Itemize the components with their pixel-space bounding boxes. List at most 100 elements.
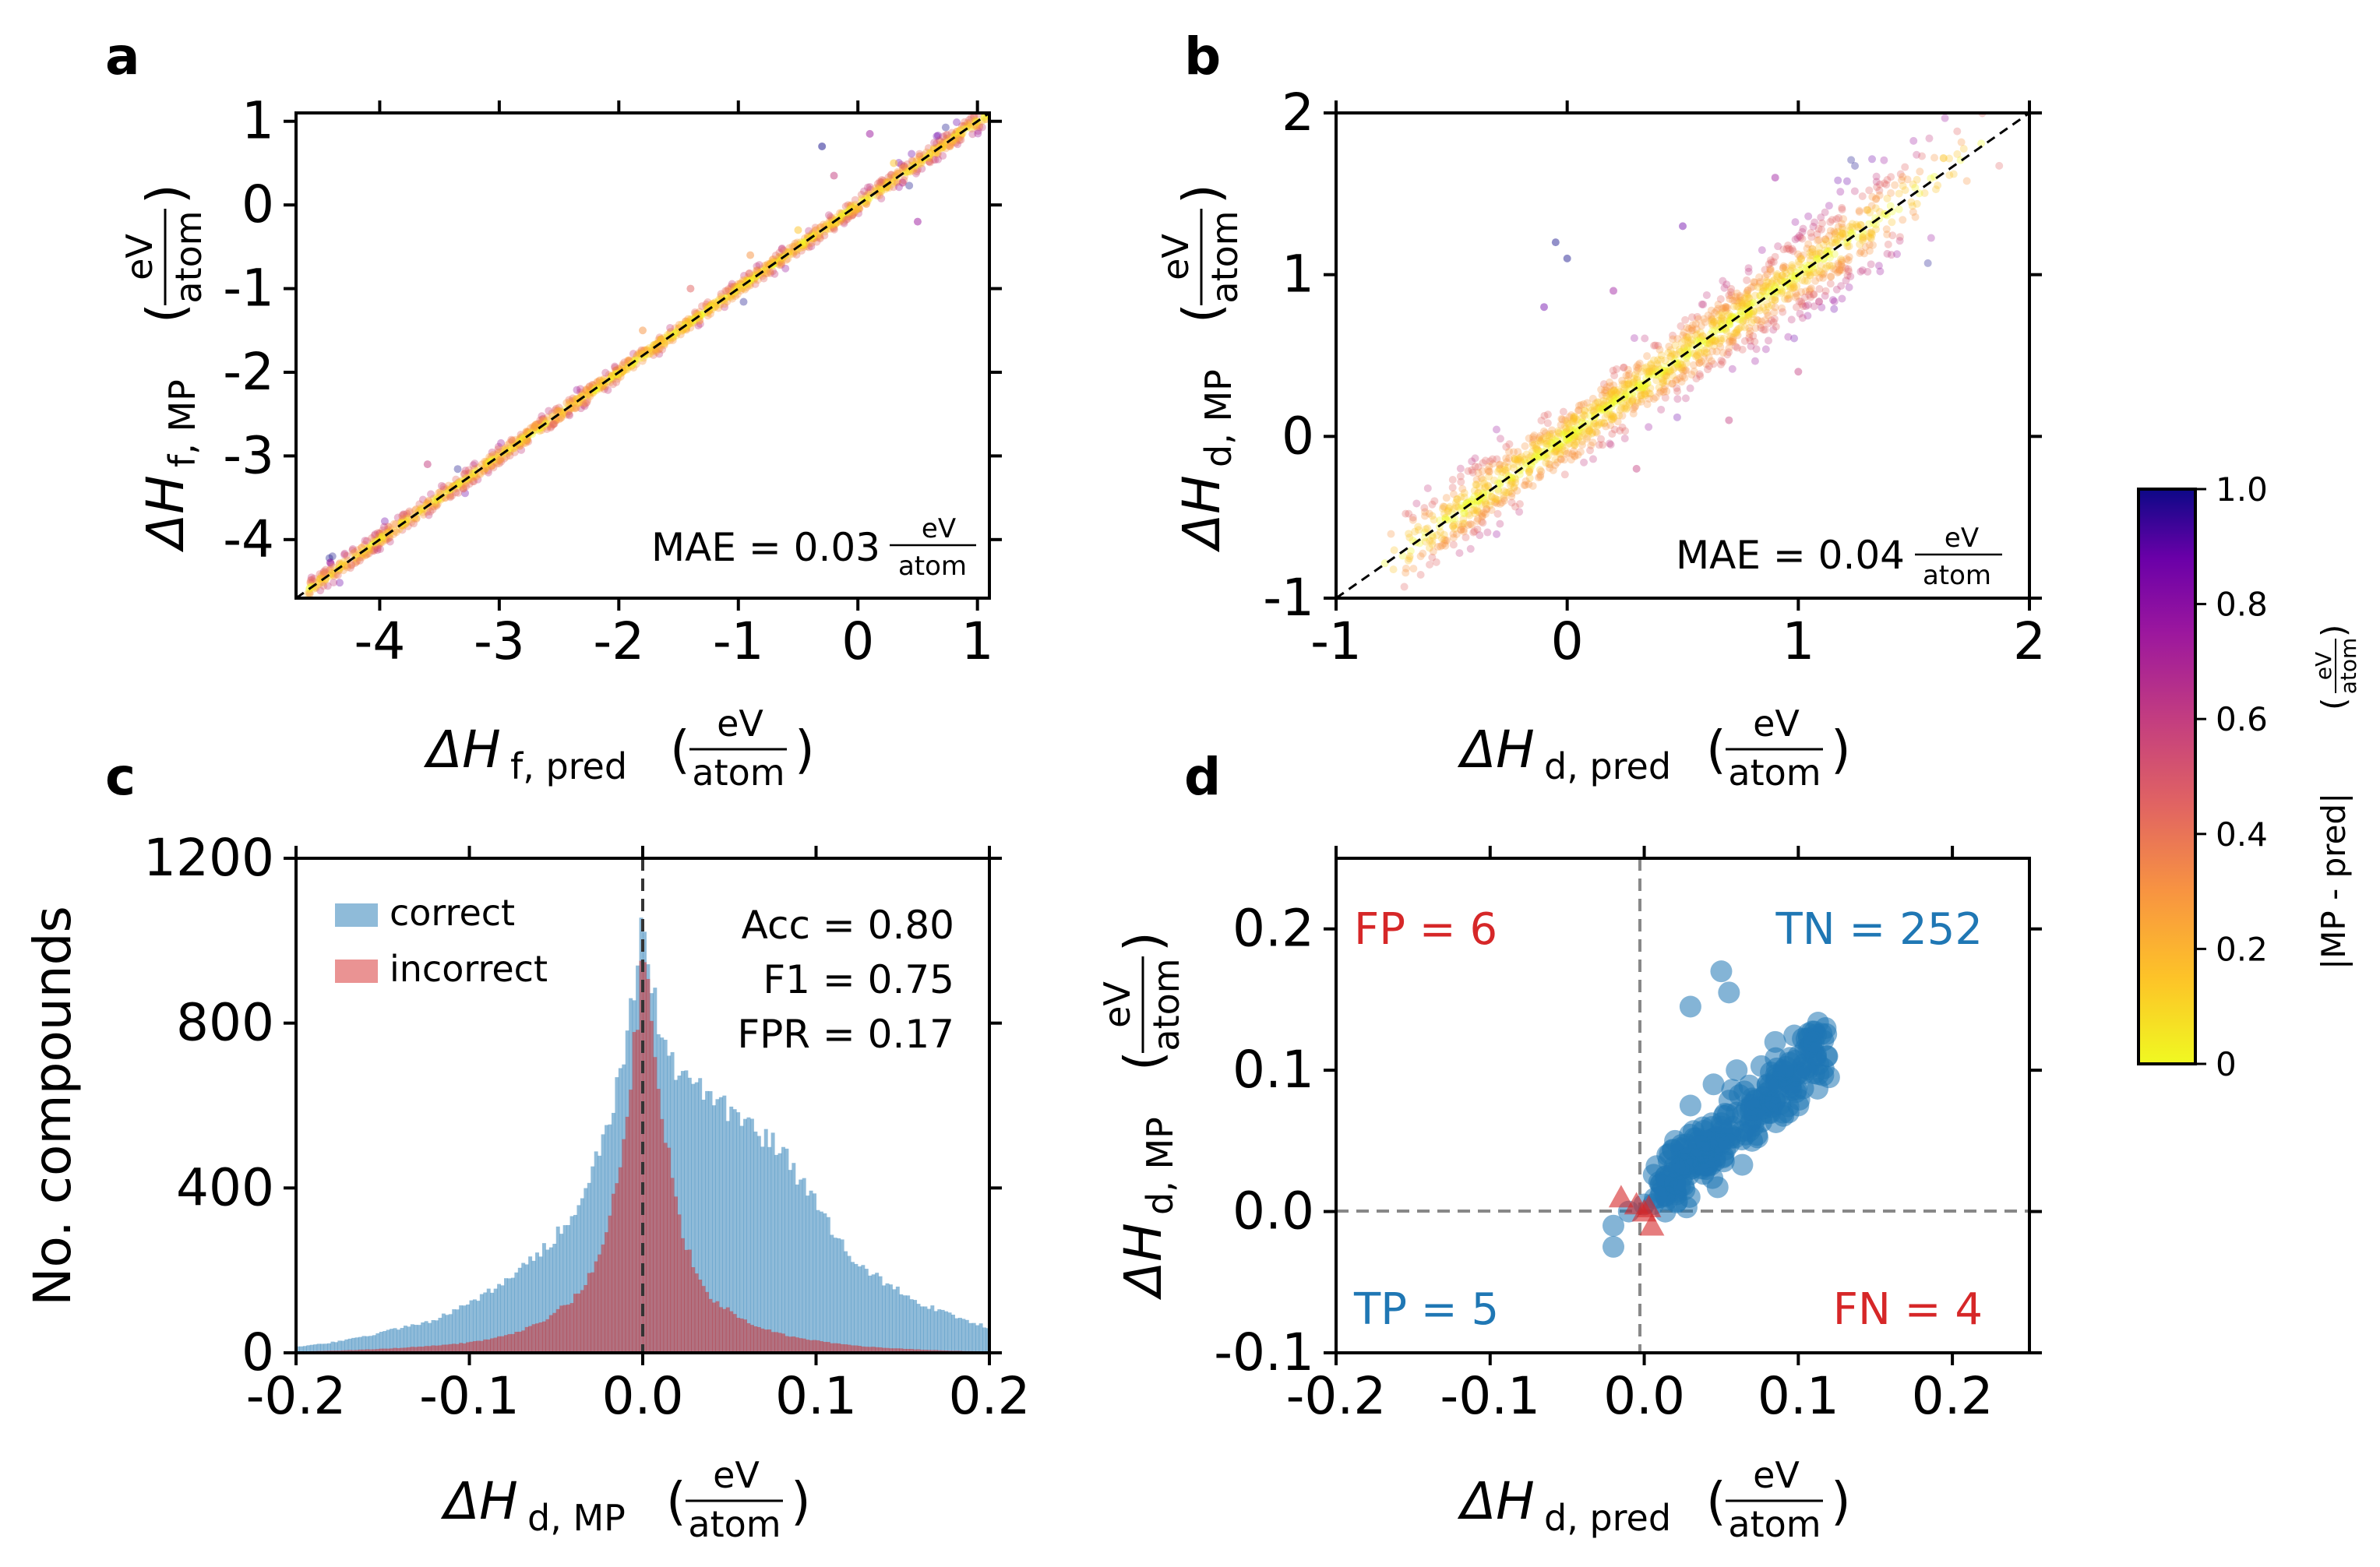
panel-b-point xyxy=(1577,400,1585,409)
histogram-bar-correct xyxy=(691,1083,696,1353)
histogram-bar-correct xyxy=(985,1328,989,1353)
panel-b-point xyxy=(1737,308,1745,316)
histogram-bar-correct xyxy=(421,1322,425,1353)
panel-b-point xyxy=(1471,454,1479,463)
panel-a-point xyxy=(807,242,816,251)
panel-b-point xyxy=(1584,432,1592,441)
panel-a-point xyxy=(933,139,941,148)
histogram-bar-correct xyxy=(598,1155,602,1353)
panel-b-point xyxy=(1752,345,1761,354)
panel-b-point xyxy=(1895,233,1904,241)
panel-b-point xyxy=(1673,375,1681,384)
histogram-bar-correct xyxy=(510,1277,515,1353)
panel-a-point xyxy=(395,525,404,533)
panel-b-point xyxy=(1683,323,1691,332)
histogram-bar-incorrect xyxy=(916,1349,921,1353)
panel-b-point xyxy=(1543,410,1552,419)
panel-b-point xyxy=(1495,461,1504,470)
panel-b-point xyxy=(1959,145,1968,153)
panel-a-point xyxy=(562,410,570,419)
panel-b-point xyxy=(1871,225,1880,234)
panel-b-point xyxy=(1510,483,1518,491)
panel-a-point xyxy=(898,178,907,187)
panel-b-point xyxy=(1899,216,1907,224)
histogram-bar-incorrect xyxy=(913,1349,918,1353)
panel-b-point xyxy=(1565,413,1574,421)
panel-b-point xyxy=(1518,452,1526,461)
panel-a-point xyxy=(707,301,715,310)
panel-b-point xyxy=(1782,245,1791,253)
histogram-bar-correct xyxy=(806,1195,810,1353)
histogram-bar-incorrect xyxy=(760,1328,765,1353)
histogram-bar-correct xyxy=(940,1309,945,1353)
panel-b-point xyxy=(1554,427,1563,435)
panel-b-point xyxy=(1811,218,1819,227)
panel-b-point xyxy=(1440,530,1448,539)
panel-b-point xyxy=(1656,387,1665,396)
panel-b-point xyxy=(1789,280,1797,289)
panel-a-point xyxy=(898,164,907,172)
panel-b-point xyxy=(1585,403,1594,412)
panel-b-point xyxy=(1784,245,1793,253)
panel-b-point xyxy=(1551,448,1560,456)
panel-b-point xyxy=(1744,286,1752,294)
panel-a-point xyxy=(841,213,849,221)
panel-b-point xyxy=(1766,267,1775,276)
panel-a-outlier xyxy=(890,159,898,167)
panel-b-point xyxy=(1817,213,1825,222)
panel-b-point xyxy=(1700,315,1708,323)
panel-b-point xyxy=(1525,434,1533,442)
panel-b-point xyxy=(1779,308,1787,316)
panel-b-point xyxy=(1449,522,1458,530)
panel-b-point xyxy=(1741,312,1750,320)
panel-b-point xyxy=(1606,393,1614,402)
panel-b-point xyxy=(1808,248,1817,256)
panel-b-point xyxy=(1608,396,1617,404)
histogram-bar-correct xyxy=(813,1193,816,1353)
panel-b-point xyxy=(1743,292,1751,301)
histogram-bar-incorrect xyxy=(909,1348,914,1353)
panel-b-point xyxy=(1767,258,1775,266)
histogram-bar-correct xyxy=(524,1264,529,1353)
panel-a-point xyxy=(964,120,972,129)
histogram-bar-incorrect xyxy=(656,1089,661,1353)
histogram-bar-incorrect xyxy=(455,1343,460,1353)
panel-b-point xyxy=(1441,537,1450,545)
panel-b-point xyxy=(1916,167,1924,176)
panel-b-point xyxy=(1569,413,1578,421)
histogram-bar-incorrect xyxy=(770,1332,775,1353)
panel-b-point xyxy=(1597,386,1606,394)
panel-b-point xyxy=(1703,339,1712,347)
panel-b-point xyxy=(1380,559,1389,568)
histogram-bar-incorrect xyxy=(902,1348,907,1353)
panel-a-point xyxy=(604,386,612,394)
histogram-bar-incorrect xyxy=(615,1183,619,1353)
panel-b-point xyxy=(1608,430,1617,438)
panel-b-point xyxy=(1471,509,1479,518)
histogram-bar-correct xyxy=(816,1210,820,1353)
histogram-bar-incorrect xyxy=(830,1343,834,1353)
panel-b-point xyxy=(1734,302,1743,311)
panel-a-point xyxy=(340,551,349,559)
panel-b-point xyxy=(1592,405,1601,414)
panel-b-point xyxy=(1726,287,1735,296)
panel-a-point xyxy=(784,255,792,263)
histogram-bar-incorrect xyxy=(646,978,651,1353)
legend-label-incorrect: incorrect xyxy=(390,948,548,990)
panel-b-point xyxy=(1673,361,1682,369)
histogram-bar-correct xyxy=(333,1342,338,1353)
panel-b-point xyxy=(1787,315,1796,324)
panel-b-point xyxy=(1749,298,1758,307)
panel-b-point xyxy=(1770,276,1779,284)
histogram-bar-correct xyxy=(448,1314,453,1353)
panel-a-point xyxy=(747,276,756,285)
panel-a-point xyxy=(608,380,617,389)
panel-a-point xyxy=(952,139,961,147)
panel-a-point xyxy=(753,266,761,275)
panel-b-point xyxy=(1474,514,1483,523)
panel-b-point xyxy=(1598,391,1606,400)
panel-b-point xyxy=(1806,271,1814,280)
panel-a-point xyxy=(417,505,425,513)
panel-a-mae-unit-num: eV xyxy=(922,513,956,544)
panel-b-point xyxy=(1773,287,1782,295)
